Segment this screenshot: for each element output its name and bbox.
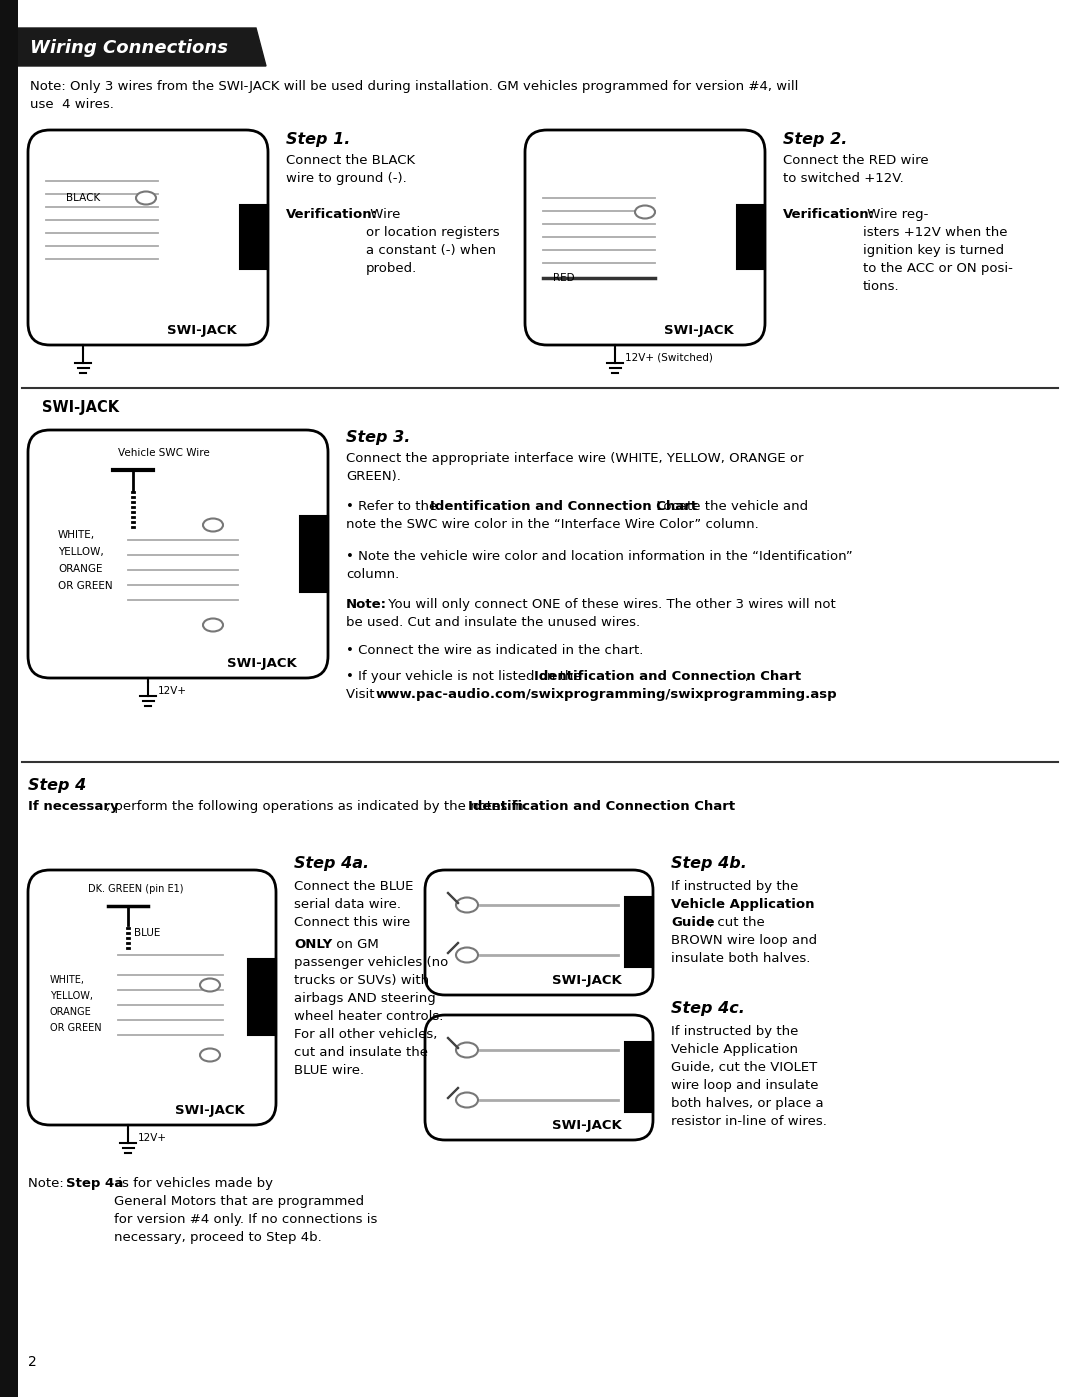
Polygon shape (18, 28, 266, 66)
Text: note the SWC wire color in the “Interface Wire Color” column.: note the SWC wire color in the “Interfac… (346, 518, 759, 531)
Text: Identification and Connection Chart: Identification and Connection Chart (430, 500, 697, 513)
Text: BLACK: BLACK (66, 193, 100, 203)
Text: Connect the BLUE
serial data wire.
Connect this wire: Connect the BLUE serial data wire. Conne… (294, 880, 414, 929)
Text: Visit: Visit (346, 687, 379, 701)
FancyBboxPatch shape (426, 1016, 653, 1140)
Ellipse shape (203, 518, 222, 531)
Text: RED: RED (553, 272, 575, 284)
Text: • If your vehicle is not listed on the: • If your vehicle is not listed on the (346, 671, 585, 683)
Text: 12V+ (Switched): 12V+ (Switched) (625, 353, 713, 363)
Text: Note:: Note: (346, 598, 387, 610)
Text: DK. GREEN (pin E1): DK. GREEN (pin E1) (87, 884, 184, 894)
Text: • Refer to the: • Refer to the (346, 500, 442, 513)
FancyBboxPatch shape (28, 870, 276, 1125)
Text: Step 2.: Step 2. (783, 131, 848, 147)
Ellipse shape (200, 978, 220, 992)
Text: www.pac-audio.com/swixprogramming/swixprogramming.asp: www.pac-audio.com/swixprogramming/swixpr… (376, 687, 838, 701)
Text: SWI-JACK: SWI-JACK (175, 1104, 245, 1118)
Text: OR GREEN: OR GREEN (58, 581, 112, 591)
Text: Wire reg-
isters +12V when the
ignition key is turned
to the ACC or ON posi-
tio: Wire reg- isters +12V when the ignition … (863, 208, 1013, 293)
Text: Guide: Guide (671, 916, 715, 929)
Text: Step 4a: Step 4a (66, 1178, 123, 1190)
Text: You will only connect ONE of these wires. The other 3 wires will not: You will only connect ONE of these wires… (384, 598, 836, 610)
Text: Note: Only 3 wires from the SWI-JACK will be used during installation. GM vehicl: Note: Only 3 wires from the SWI-JACK wil… (30, 80, 798, 112)
Text: If instructed by the: If instructed by the (671, 880, 798, 893)
Text: ONLY: ONLY (294, 937, 333, 951)
Text: BROWN wire loop and: BROWN wire loop and (671, 935, 818, 947)
Bar (625, 897, 653, 967)
Text: If necessary: If necessary (28, 800, 119, 813)
FancyBboxPatch shape (28, 430, 328, 678)
Text: Wire
or location registers
a constant (-) when
probed.: Wire or location registers a constant (-… (366, 208, 500, 275)
Text: YELLOW,: YELLOW, (50, 990, 93, 1002)
Text: Wiring Connections: Wiring Connections (30, 39, 228, 57)
FancyBboxPatch shape (426, 870, 653, 995)
Text: BLUE: BLUE (134, 928, 160, 937)
Text: passenger vehicles (no
trucks or SUVs) with
airbags AND steering
wheel heater co: passenger vehicles (no trucks or SUVs) w… (294, 956, 448, 1077)
Bar (248, 958, 276, 1035)
Text: 12V+: 12V+ (138, 1133, 167, 1143)
Text: Note:: Note: (28, 1178, 68, 1190)
Text: Step 1.: Step 1. (286, 131, 350, 147)
Bar (0, 0, 18, 1397)
Ellipse shape (635, 205, 654, 218)
Ellipse shape (456, 947, 478, 963)
Text: Verification:: Verification: (286, 208, 378, 221)
Text: Identification and Connection Chart: Identification and Connection Chart (468, 800, 735, 813)
Text: 12V+: 12V+ (158, 686, 187, 696)
Text: SWI-JACK: SWI-JACK (552, 1119, 622, 1132)
Ellipse shape (456, 897, 478, 912)
Text: ,: , (744, 671, 748, 683)
Text: ORANGE: ORANGE (50, 1007, 92, 1017)
Text: insulate both halves.: insulate both halves. (671, 951, 810, 965)
Text: SWI-JACK: SWI-JACK (552, 974, 622, 988)
Ellipse shape (456, 1042, 478, 1058)
Text: Connect the appropriate interface wire (WHITE, YELLOW, ORANGE or
GREEN).: Connect the appropriate interface wire (… (346, 453, 804, 483)
Text: SWI-JACK: SWI-JACK (227, 657, 297, 671)
Text: Vehicle Application: Vehicle Application (671, 898, 814, 911)
Ellipse shape (200, 1049, 220, 1062)
Text: SWI-JACK: SWI-JACK (167, 324, 237, 337)
Text: is for vehicles made by
General Motors that are programmed
for version #4 only. : is for vehicles made by General Motors t… (114, 1178, 377, 1243)
Ellipse shape (203, 619, 222, 631)
Text: WHITE,: WHITE, (50, 975, 85, 985)
Text: Step 4c.: Step 4c. (671, 1002, 745, 1016)
Text: .: . (681, 800, 685, 813)
Text: SWI-JACK: SWI-JACK (42, 400, 119, 415)
FancyBboxPatch shape (525, 130, 765, 345)
Text: Verification:: Verification: (783, 208, 875, 221)
Text: YELLOW,: YELLOW, (58, 548, 104, 557)
Text: WHITE,: WHITE, (58, 529, 95, 541)
Ellipse shape (136, 191, 156, 204)
Text: Step 4: Step 4 (28, 778, 86, 793)
Bar (625, 1042, 653, 1112)
Text: • Connect the wire as indicated in the chart.: • Connect the wire as indicated in the c… (346, 644, 644, 657)
Bar (240, 205, 268, 270)
Text: Connect the BLACK
wire to ground (-).: Connect the BLACK wire to ground (-). (286, 154, 415, 184)
Text: be used. Cut and insulate the unused wires.: be used. Cut and insulate the unused wir… (346, 616, 640, 629)
Text: ORANGE: ORANGE (58, 564, 103, 574)
Text: If instructed by the
Vehicle Application
Guide, cut the VIOLET
wire loop and ins: If instructed by the Vehicle Application… (671, 1025, 827, 1127)
Text: Step 3.: Step 3. (346, 430, 410, 446)
Text: OR GREEN: OR GREEN (50, 1023, 102, 1032)
Text: SWI-JACK: SWI-JACK (664, 324, 734, 337)
Text: 2: 2 (28, 1355, 37, 1369)
Text: Step 4b.: Step 4b. (671, 856, 747, 870)
Text: on GM: on GM (332, 937, 379, 951)
Text: Step 4a.: Step 4a. (294, 856, 369, 870)
Text: . Locate the vehicle and: . Locate the vehicle and (648, 500, 808, 513)
FancyBboxPatch shape (28, 130, 268, 345)
Text: Connect the RED wire
to switched +12V.: Connect the RED wire to switched +12V. (783, 154, 929, 184)
Text: • Note the vehicle wire color and location information in the “Identification”: • Note the vehicle wire color and locati… (346, 550, 853, 563)
Text: Vehicle SWC Wire: Vehicle SWC Wire (118, 448, 210, 458)
Bar (737, 205, 765, 270)
Text: Identification and Connection Chart: Identification and Connection Chart (534, 671, 801, 683)
Text: column.: column. (346, 569, 400, 581)
Bar (300, 515, 328, 592)
Text: , cut the: , cut the (708, 916, 765, 929)
Ellipse shape (456, 1092, 478, 1108)
Text: , perform the following operations as indicated by the notes in: , perform the following operations as in… (106, 800, 528, 813)
